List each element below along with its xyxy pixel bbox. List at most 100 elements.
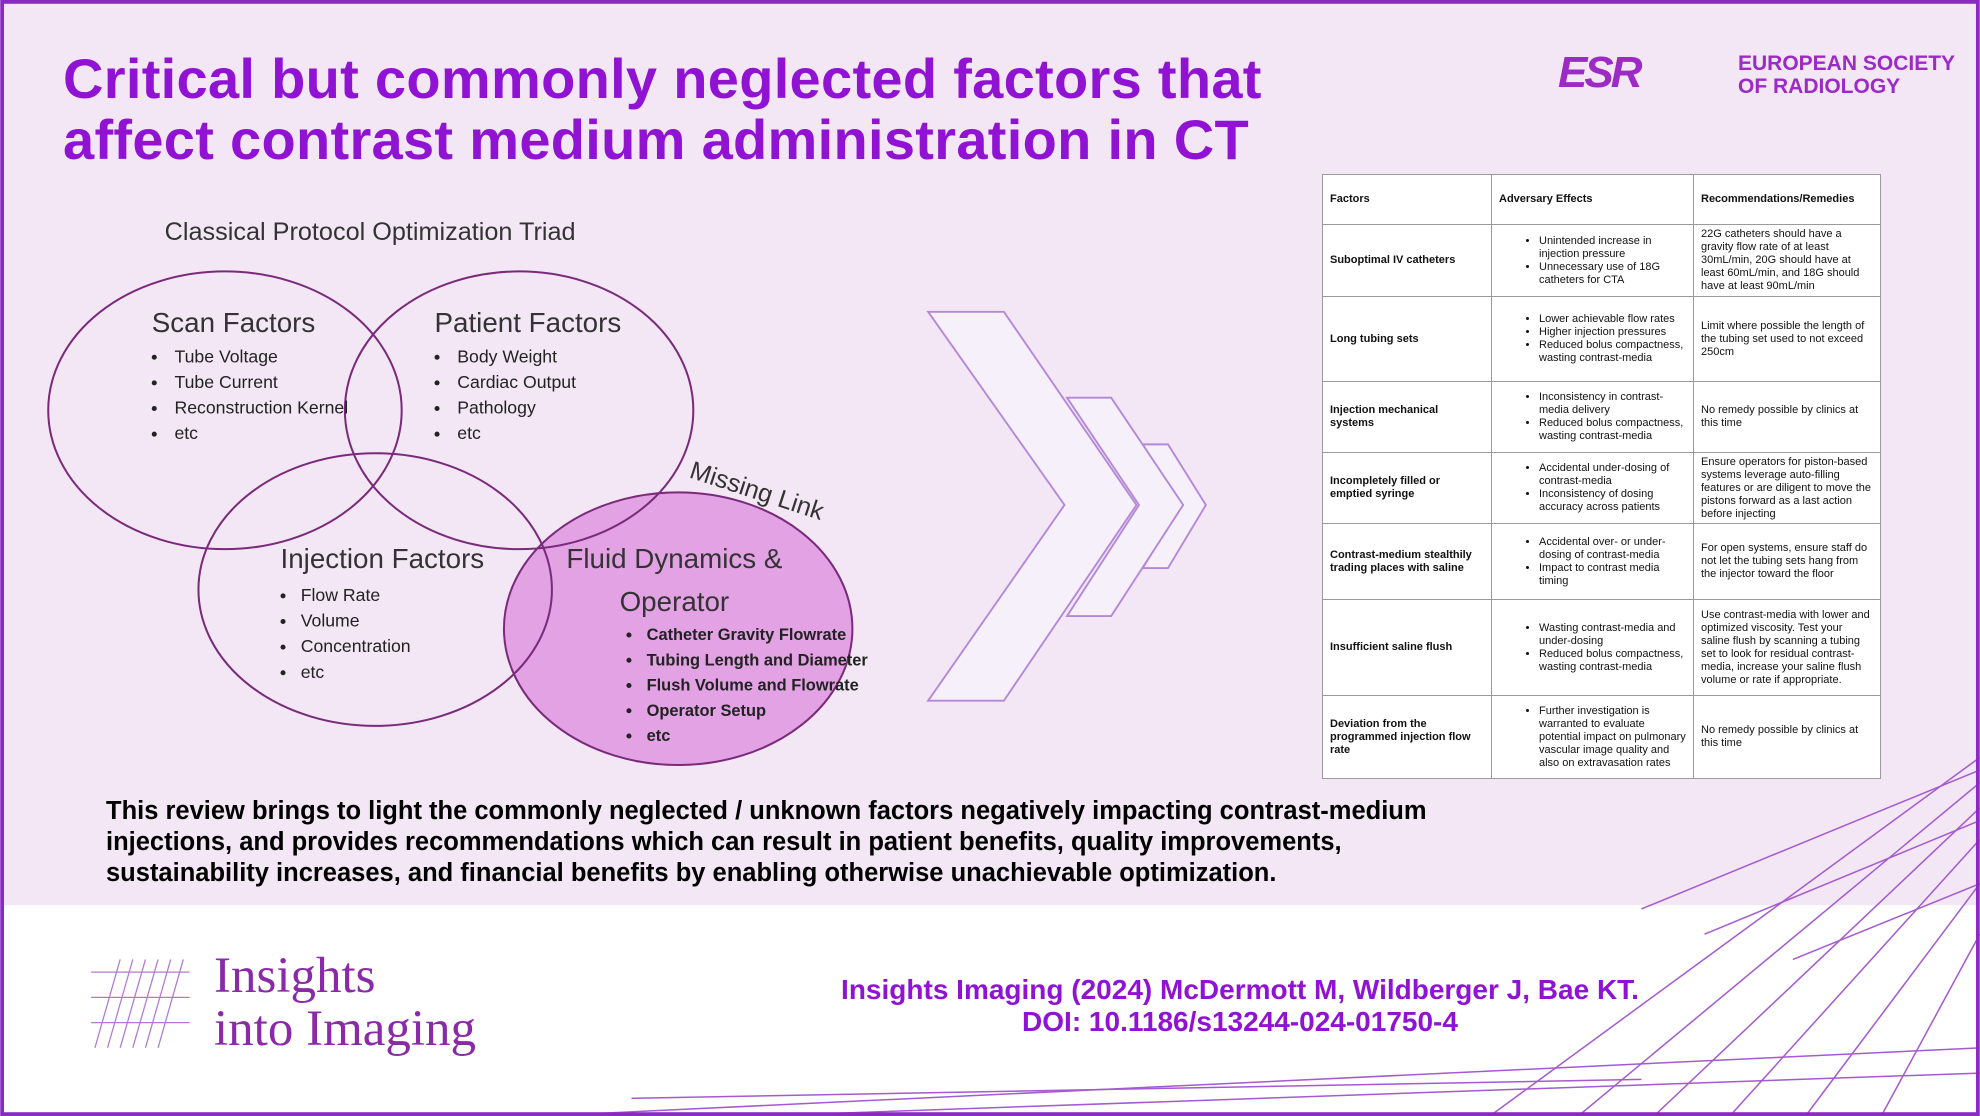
- bullet: [434, 406, 440, 412]
- effect-item: Unintended increase in injection pressur…: [1539, 235, 1686, 261]
- effects-cell: Accidental under-dosing of contrast-medi…: [1491, 452, 1694, 524]
- column-header: Recommendations/Remedies: [1693, 174, 1881, 225]
- bullet: [434, 380, 440, 386]
- bullet: [151, 354, 157, 360]
- set-item: Tube Current: [174, 372, 277, 392]
- remedy-cell: Ensure operators for piston-based system…: [1693, 452, 1881, 524]
- bullet: [626, 632, 632, 638]
- effect-item: Reduced bolus compactness, wasting contr…: [1539, 648, 1686, 674]
- set-item: Body Weight: [457, 346, 557, 366]
- column-header: Adversary Effects: [1491, 174, 1694, 225]
- effects-cell: Inconsistency in contrast-media delivery…: [1491, 381, 1694, 453]
- set-label: Operator: [620, 586, 730, 617]
- table-row: Long tubing setsLower achievable flow ra…: [1322, 296, 1881, 382]
- bullet: [151, 406, 157, 412]
- title-line: affect contrast medium administration in…: [63, 108, 1249, 171]
- diagram-title: Classical Protocol Optimization Triad: [165, 218, 576, 246]
- table-row: Insufficient saline flushWasting contras…: [1322, 599, 1881, 696]
- journal-name: Insights into Imaging: [214, 950, 476, 1056]
- factor-cell: Insufficient saline flush: [1322, 599, 1492, 696]
- bullet: [626, 682, 632, 689]
- factor-cell: Deviation from the programmed injection …: [1322, 695, 1492, 779]
- effect-item: Reduced bolus compactness, wasting contr…: [1539, 339, 1686, 365]
- effect-item: Reduced bolus compactness, wasting contr…: [1539, 417, 1686, 443]
- set-circle: [197, 452, 553, 727]
- set-label: Patient Factors: [435, 307, 622, 338]
- set-circle: [502, 491, 854, 767]
- society-line: EUROPEAN SOCIETY: [1738, 52, 1956, 75]
- society-name: EUROPEAN SOCIETY OF RADIOLOGY: [1738, 52, 1955, 98]
- set-item: Reconstruction Kernel: [174, 398, 348, 418]
- bullet: [626, 733, 632, 739]
- set-item: Cardiac Output: [457, 372, 576, 392]
- factor-cell: Incompletely filled or emptied syringe: [1322, 452, 1492, 524]
- set-item: Volume: [301, 611, 360, 631]
- header-row: Factors Adversary Effects Recommendations/…: [1322, 174, 1881, 225]
- set-item: Pathology: [457, 398, 536, 418]
- set-label: Fluid Dynamics &: [566, 543, 782, 574]
- effects-list: Accidental under-dosing of contrast-medi…: [1499, 462, 1686, 514]
- effect-item: Wasting contrast-media and under-dosing: [1539, 622, 1686, 648]
- table-row: Deviation from the programmed injection …: [1322, 695, 1881, 779]
- table-row: Incompletely filled or emptied syringe Ac…: [1322, 452, 1881, 524]
- factor-cell: Injection mechanical systems: [1322, 381, 1492, 453]
- society-logo: ESR: [1558, 48, 1643, 97]
- effects-cell: Further investigation is warranted to ev…: [1491, 695, 1694, 779]
- bullet: [280, 593, 286, 599]
- title: Critical but commonly neglected factors …: [63, 48, 1262, 170]
- effect-item: Impact to contrast media timing: [1539, 562, 1686, 588]
- bullet: [626, 708, 632, 714]
- society-line: OF RADIOLOGY: [1738, 75, 1901, 98]
- citation-line: Insights Imaging (2024) McDermott M, Wil…: [841, 974, 1639, 1005]
- set-item: Catheter Gravity Flowrate: [647, 626, 847, 644]
- decor-lines: [543, 756, 1980, 1116]
- factor-cell: Long tubing sets: [1322, 296, 1492, 382]
- effects-cell: Unintended increase in injection pressur…: [1491, 224, 1694, 297]
- set-item: etc: [174, 423, 198, 443]
- table-row: Suboptimal IV catheters Unintended increa…: [1322, 224, 1881, 297]
- set-item: etc: [647, 727, 671, 745]
- bullet: [434, 354, 440, 360]
- set-circle: [343, 270, 695, 551]
- set-item: etc: [301, 662, 325, 682]
- summary: This review brings to light the commonly…: [106, 796, 1427, 889]
- venn-diagram: Classical Protocol Optimization Triad Mi…: [47, 218, 868, 767]
- table-row: Injection mechanical systemsInconsistenc…: [1322, 381, 1881, 453]
- set-label: Injection Factors: [281, 543, 485, 574]
- remedy-cell: No remedy possible by clinics at this ti…: [1693, 695, 1881, 779]
- effect-item: Further investigation is warranted to ev…: [1539, 705, 1686, 770]
- bullet: [280, 618, 286, 625]
- set-item: Concentration: [301, 636, 411, 656]
- effect-item: Inconsistency in contrast-media delivery: [1539, 391, 1686, 417]
- set-item: Flush Volume and Flowrate: [647, 677, 859, 695]
- bullet: [151, 380, 157, 386]
- set-item: Tube Voltage: [174, 346, 278, 366]
- bullet: [434, 431, 440, 437]
- remedy-cell: Use contrast-media with lower and optimi…: [1693, 599, 1881, 696]
- bullet: [280, 670, 286, 676]
- set-item: etc: [457, 423, 481, 443]
- summary-line: sustainability increases, and financial …: [106, 859, 1277, 887]
- citation: Insights Imaging (2024) McDermott M, Wil…: [700, 974, 1780, 1038]
- title-line: Critical but commonly neglected factors …: [63, 47, 1262, 110]
- factors-table: Factors Adversary Effects Recommendations/…: [1322, 174, 1881, 779]
- effects-list: Inconsistency in contrast-media delivery…: [1499, 391, 1686, 443]
- factor-cell: Suboptimal IV catheters: [1322, 224, 1492, 297]
- effects-list: Wasting contrast-media and under-dosingR…: [1499, 622, 1686, 674]
- effects-list: Unintended increase in injection pressur…: [1499, 235, 1686, 287]
- column-header: Factors: [1322, 174, 1492, 225]
- effect-item: Accidental over- or under-dosing of cont…: [1539, 536, 1686, 562]
- summary-line: This review brings to light the commonly…: [106, 797, 1427, 825]
- summary-line: injections, and provides recommendations…: [106, 828, 1342, 856]
- bullet: [626, 657, 632, 663]
- chevrons: [926, 310, 1207, 702]
- effects-list: Accidental over- or under-dosing of cont…: [1499, 536, 1686, 588]
- journal-line: into Imaging: [214, 1001, 477, 1057]
- bullet: [151, 431, 157, 437]
- remedy-cell: No remedy possible by clinics at this ti…: [1693, 381, 1881, 453]
- set-item: Operator Setup: [647, 702, 766, 720]
- set-item: Flow Rate: [301, 585, 381, 605]
- effects-list: Lower achievable flow ratesHigher inject…: [1499, 313, 1686, 365]
